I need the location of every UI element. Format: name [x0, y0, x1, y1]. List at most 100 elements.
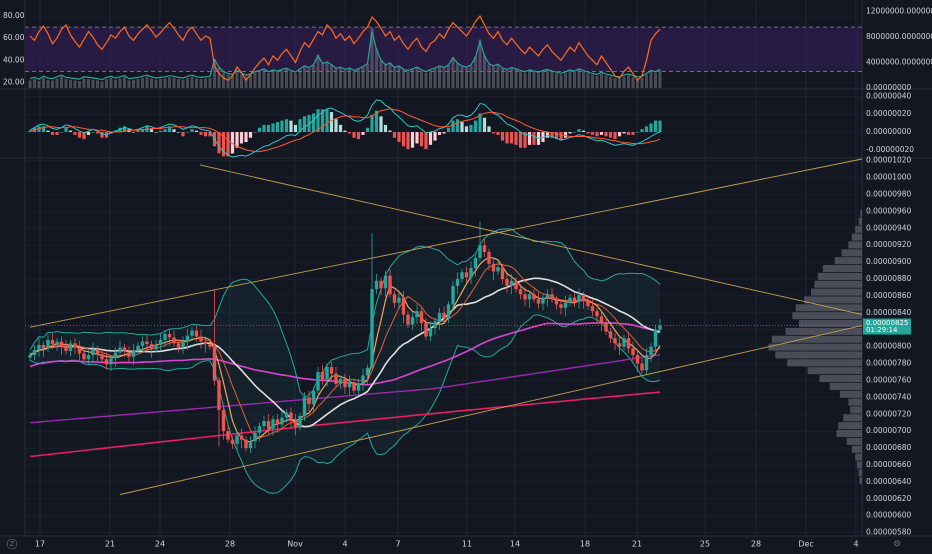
candle-body[interactable]: [50, 339, 55, 345]
candle-body[interactable]: [217, 380, 221, 411]
candle-body[interactable]: [91, 349, 95, 356]
candle-body[interactable]: [307, 397, 311, 405]
candle-body[interactable]: [203, 341, 208, 345]
candle-body[interactable]: [271, 419, 275, 429]
candle-body[interactable]: [563, 302, 568, 308]
candle-body[interactable]: [568, 297, 572, 303]
candle-body[interactable]: [559, 304, 563, 308]
candle-body[interactable]: [59, 341, 64, 347]
candle-body[interactable]: [163, 333, 167, 340]
candle-body[interactable]: [32, 350, 37, 356]
candle-body[interactable]: [46, 339, 50, 349]
candle-body[interactable]: [37, 344, 41, 351]
candle-body[interactable]: [167, 333, 172, 338]
candle-body[interactable]: [397, 297, 401, 303]
candle-body[interactable]: [581, 295, 586, 301]
settings-gear-icon[interactable]: ⚙: [893, 540, 901, 550]
candle-body[interactable]: [298, 415, 302, 427]
candle-body[interactable]: [365, 367, 370, 376]
candle-body[interactable]: [118, 347, 122, 353]
candle-body[interactable]: [158, 339, 163, 345]
candle-body[interactable]: [230, 439, 235, 444]
candle-body[interactable]: [289, 412, 293, 422]
candle-body[interactable]: [455, 279, 460, 286]
candle-body[interactable]: [77, 347, 82, 354]
candle-body[interactable]: [176, 343, 181, 348]
candle-body[interactable]: [221, 410, 226, 432]
candle-body[interactable]: [68, 343, 73, 351]
candle-body[interactable]: [136, 345, 140, 351]
candle-body[interactable]: [208, 344, 212, 347]
candle-body[interactable]: [626, 338, 631, 349]
candle-body[interactable]: [320, 372, 325, 380]
candle-body[interactable]: [185, 335, 190, 342]
candle-body[interactable]: [334, 373, 338, 384]
candle-body[interactable]: [653, 329, 658, 347]
candle-body[interactable]: [293, 421, 298, 427]
candle-body[interactable]: [347, 382, 352, 388]
candle-body[interactable]: [428, 328, 433, 337]
candle-body[interactable]: [401, 297, 406, 315]
rsi-panel[interactable]: [25, 15, 862, 88]
candle-body[interactable]: [478, 245, 482, 258]
candle-body[interactable]: [302, 397, 307, 416]
candle-body[interactable]: [541, 297, 545, 304]
candle-body[interactable]: [329, 366, 334, 374]
candle-body[interactable]: [392, 294, 397, 303]
candle-body[interactable]: [658, 325, 662, 330]
candle-body[interactable]: [172, 337, 176, 344]
candle-body[interactable]: [131, 350, 136, 357]
candle-body[interactable]: [383, 275, 388, 289]
candle-body[interactable]: [595, 311, 599, 317]
trendline-ascending-support[interactable]: [119, 325, 863, 496]
candle-body[interactable]: [550, 294, 554, 300]
candle-body[interactable]: [194, 330, 199, 337]
candle-body[interactable]: [199, 336, 203, 342]
candle-body[interactable]: [284, 412, 289, 418]
candle-body[interactable]: [491, 263, 496, 272]
trendline-upper-channel[interactable]: [29, 158, 863, 328]
candle-body[interactable]: [437, 312, 442, 322]
candle-body[interactable]: [635, 355, 640, 364]
candle-body[interactable]: [554, 299, 559, 305]
candle-body[interactable]: [190, 330, 194, 336]
candle-body[interactable]: [113, 352, 118, 359]
candle-body[interactable]: [464, 272, 469, 278]
candle-body[interactable]: [100, 354, 104, 360]
candle-body[interactable]: [212, 346, 217, 381]
candle-body[interactable]: [370, 289, 374, 368]
candle-body[interactable]: [122, 347, 127, 352]
candle-body[interactable]: [257, 426, 262, 433]
candle-body[interactable]: [496, 267, 500, 272]
candle-body[interactable]: [410, 317, 415, 325]
candle-body[interactable]: [536, 299, 541, 304]
candle-body[interactable]: [145, 341, 149, 345]
candle-body[interactable]: [181, 341, 185, 348]
candle-body[interactable]: [590, 306, 595, 312]
candle-body[interactable]: [266, 421, 271, 429]
candle-body[interactable]: [109, 358, 113, 365]
candle-body[interactable]: [248, 441, 253, 449]
candle-body[interactable]: [622, 338, 626, 347]
candle-body[interactable]: [406, 314, 410, 325]
candle-body[interactable]: [262, 421, 266, 427]
candle-body[interactable]: [577, 295, 581, 302]
candle-body[interactable]: [649, 346, 653, 356]
candle-body[interactable]: [235, 435, 239, 444]
candle-body[interactable]: [469, 268, 473, 278]
candle-body[interactable]: [509, 280, 514, 286]
candle-body[interactable]: [374, 280, 379, 290]
candle-body[interactable]: [415, 311, 419, 318]
candle-body[interactable]: [608, 331, 613, 339]
candle-body[interactable]: [617, 343, 622, 347]
candle-body[interactable]: [586, 300, 590, 307]
candle-body[interactable]: [505, 279, 509, 286]
candle-body[interactable]: [140, 341, 145, 346]
candle-body[interactable]: [433, 321, 437, 329]
candle-body[interactable]: [631, 348, 635, 356]
candle-body[interactable]: [95, 349, 100, 355]
candle-body[interactable]: [514, 280, 518, 290]
candle-body[interactable]: [451, 285, 455, 305]
